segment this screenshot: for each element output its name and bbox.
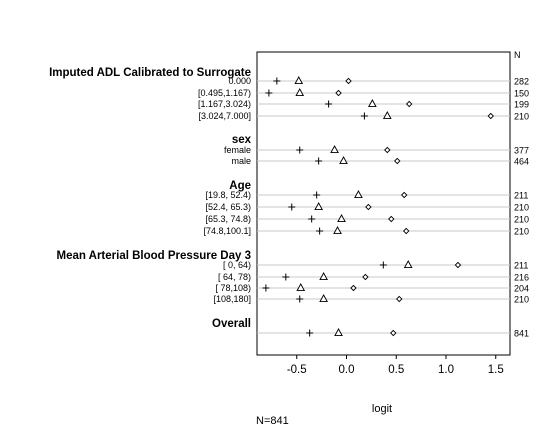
group-label: Overall xyxy=(212,318,251,330)
diamond-marker xyxy=(487,112,495,120)
row-label: [65.3, 74.8) xyxy=(205,214,251,224)
diamond-marker xyxy=(395,295,403,303)
row-label: [ 0, 64) xyxy=(223,260,251,270)
row-n-value: 210 xyxy=(514,295,529,305)
diamond-marker xyxy=(388,215,395,223)
plus-marker xyxy=(360,112,368,120)
row-label: [3.024,7.000] xyxy=(198,111,251,121)
row-label: [74.8,100.1] xyxy=(203,226,251,236)
row-n-value: 211 xyxy=(514,191,528,201)
x-tick-label: 1.5 xyxy=(488,364,504,376)
triangle-marker xyxy=(314,202,323,211)
group-label: Age xyxy=(229,180,251,192)
x-tick-label: -0.5 xyxy=(287,364,307,376)
n-column-header: N xyxy=(514,50,521,60)
triangle-marker xyxy=(296,283,306,292)
row-n-value: 841 xyxy=(514,329,529,339)
row-n-value: 199 xyxy=(514,100,529,110)
row-n-value: 150 xyxy=(514,89,529,99)
row-n-value: 211 xyxy=(514,261,528,271)
triangle-marker xyxy=(319,272,328,281)
plus-marker xyxy=(379,261,387,269)
row-n-value: 216 xyxy=(514,273,529,283)
row-n-value: 464 xyxy=(514,157,529,167)
row-label: female xyxy=(224,145,251,155)
row-n-value: 210 xyxy=(514,112,529,122)
group-label: Imputed ADL Calibrated to Surrogate xyxy=(49,67,251,79)
triangle-marker xyxy=(368,99,377,108)
plus-marker xyxy=(315,157,323,165)
diamond-marker xyxy=(345,77,352,85)
plus-marker xyxy=(282,273,290,281)
row-n-value: 210 xyxy=(514,227,529,237)
plus-marker xyxy=(262,284,270,292)
group-label: sex xyxy=(232,134,252,146)
diamond-marker xyxy=(384,146,391,154)
diamond-marker xyxy=(350,284,357,292)
triangle-marker xyxy=(337,214,346,223)
triangle-marker xyxy=(330,145,339,154)
diamond-marker xyxy=(394,157,401,165)
plus-marker xyxy=(296,146,304,154)
plus-marker xyxy=(265,89,273,97)
x-tick-label: 1.0 xyxy=(438,364,454,376)
plot-frame xyxy=(256,51,511,356)
diamond-marker xyxy=(405,100,413,108)
x-axis-label: logit xyxy=(372,403,392,415)
row-n-value: 210 xyxy=(514,215,529,225)
row-label: [52.4, 65.3) xyxy=(205,202,251,212)
plus-marker xyxy=(273,77,281,85)
row-label: [19.8, 52.4) xyxy=(205,190,251,200)
triangle-marker xyxy=(294,76,304,85)
diamond-marker xyxy=(362,273,369,281)
triangle-marker xyxy=(382,111,392,120)
diamond-marker xyxy=(402,227,410,235)
footnote: N=841 xyxy=(256,415,289,427)
row-label: [1.167,3.024) xyxy=(198,99,251,109)
plus-marker xyxy=(316,227,324,235)
plus-marker xyxy=(308,215,316,223)
triangle-marker xyxy=(354,190,363,199)
plus-marker xyxy=(325,100,333,108)
row-label: [ 78,108) xyxy=(215,283,251,293)
row-label: [108,180] xyxy=(213,294,251,304)
plus-marker xyxy=(313,191,321,199)
plus-marker xyxy=(306,329,314,337)
row-label: 0.000 xyxy=(228,76,251,86)
x-tick-label: 0.5 xyxy=(388,364,404,376)
diamond-marker xyxy=(400,191,408,199)
row-n-value: 204 xyxy=(514,284,529,294)
triangle-marker xyxy=(319,294,328,303)
row-label: male xyxy=(231,156,251,166)
triangle-marker xyxy=(334,328,343,337)
group-label: Mean Arterial Blood Pressure Day 3 xyxy=(56,250,251,262)
row-n-value: 210 xyxy=(514,203,529,213)
row-n-value: 282 xyxy=(514,77,529,87)
triangle-marker xyxy=(295,88,305,97)
diamond-marker xyxy=(365,203,372,211)
triangle-marker xyxy=(403,260,413,269)
diamond-marker xyxy=(390,329,397,337)
row-label: [ 64, 78) xyxy=(218,272,251,282)
triangle-marker xyxy=(333,226,342,235)
triangle-marker xyxy=(339,156,348,165)
plus-marker xyxy=(288,203,296,211)
row-n-value: 377 xyxy=(514,146,529,156)
row-label: [0.495,1.167) xyxy=(198,88,251,98)
plus-marker xyxy=(296,295,304,303)
x-tick-label: 0.0 xyxy=(339,364,355,376)
diamond-marker xyxy=(335,89,342,97)
diamond-marker xyxy=(454,261,462,269)
